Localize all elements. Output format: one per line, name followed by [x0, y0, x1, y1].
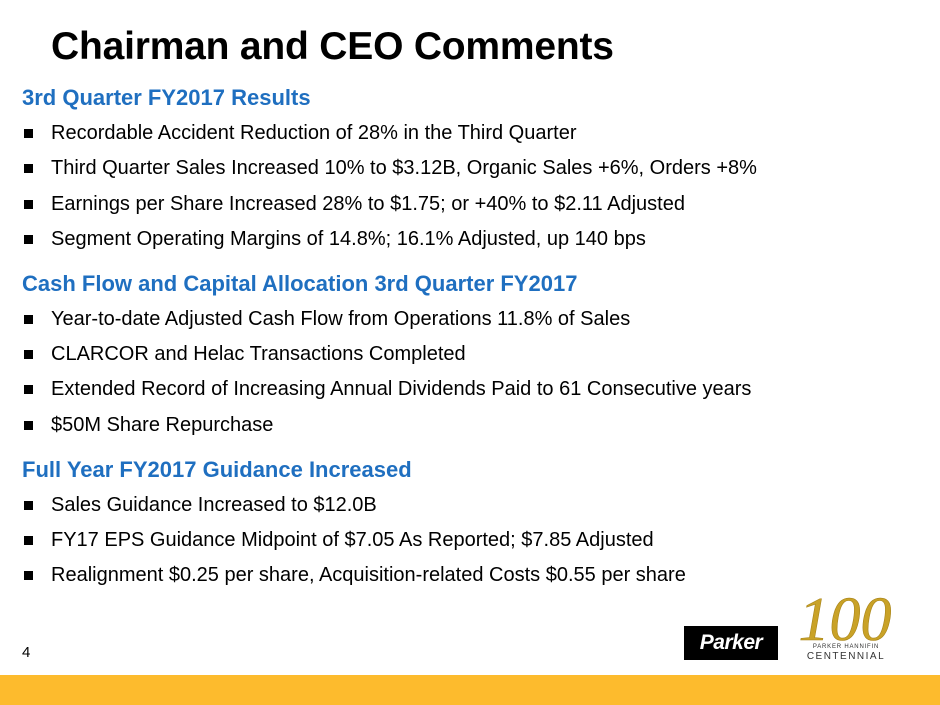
- bullet-item: CLARCOR and Helac Transactions Completed: [22, 341, 927, 368]
- square-bullet-icon: [24, 314, 33, 324]
- bullet-item: Extended Record of Increasing Annual Div…: [22, 376, 927, 403]
- square-bullet-icon: [24, 199, 33, 209]
- centennial-number: 100: [799, 586, 892, 654]
- square-bullet-icon: [24, 420, 33, 430]
- parker-logo-text: Parker: [699, 631, 763, 654]
- square-bullet-icon: [24, 536, 33, 546]
- centennial-line1: PARKER HANNIFIN: [812, 644, 880, 650]
- bullet-item: $50M Share Repurchase: [22, 412, 927, 439]
- square-bullet-icon: [24, 350, 33, 360]
- bullet-text: FY17 EPS Guidance Midpoint of $7.05 As R…: [51, 529, 654, 552]
- centennial-logo-icon: 100: [798, 586, 892, 655]
- bullet-item: Earnings per Share Increased 28% to $1.7…: [22, 191, 927, 218]
- square-bullet-icon: [24, 385, 33, 395]
- square-bullet-icon: [24, 500, 33, 510]
- bullet-text: CLARCOR and Helac Transactions Completed: [51, 343, 466, 366]
- bullet-text: Recordable Accident Reduction of 28% in …: [51, 122, 577, 144]
- section-heading: Full Year FY2017 Guidance Increased: [22, 456, 412, 482]
- bullet-item: Recordable Accident Reduction of 28% in …: [22, 120, 927, 147]
- slide-title: Chairman and CEO Comments: [51, 25, 614, 68]
- centennial-caption: PARKER HANNIFIN CENTENNIAL: [803, 643, 889, 663]
- bullet-item: Sales Guidance Increased to $12.0B: [22, 492, 927, 519]
- bullet-text: Realignment $0.25 per share, Acquisition…: [51, 564, 686, 587]
- centennial-line2: CENTENNIAL: [806, 651, 886, 662]
- bullet-text: Segment Operating Margins of 14.8%; 16.1…: [51, 227, 646, 250]
- section-heading: 3rd Quarter FY2017 Results: [22, 85, 311, 110]
- footer-bar: [0, 675, 940, 705]
- bullet-text: $50M Share Repurchase: [51, 413, 274, 436]
- bullet-item: FY17 EPS Guidance Midpoint of $7.05 As R…: [22, 527, 927, 554]
- square-bullet-icon: [24, 571, 33, 581]
- bullet-item: Realignment $0.25 per share, Acquisition…: [22, 562, 927, 589]
- section-q3-results: 3rd Quarter FY2017 Results Recordable Ac…: [22, 83, 927, 253]
- page-number: 4: [22, 644, 31, 661]
- square-bullet-icon: [24, 129, 33, 138]
- bullet-item: Year-to-date Adjusted Cash Flow from Ope…: [22, 306, 927, 333]
- square-bullet-icon: [24, 164, 33, 174]
- square-bullet-icon: [24, 234, 33, 244]
- bullet-text: Year-to-date Adjusted Cash Flow from Ope…: [51, 307, 631, 330]
- bullet-text: Earnings per Share Increased 28% to $1.7…: [51, 192, 685, 215]
- section-guidance: Full Year FY2017 Guidance Increased Sale…: [22, 455, 927, 590]
- section-heading: Cash Flow and Capital Allocation 3rd Qua…: [22, 270, 578, 296]
- bullet-text: Extended Record of Increasing Annual Div…: [51, 378, 752, 401]
- section-cash-flow: Cash Flow and Capital Allocation 3rd Qua…: [22, 269, 927, 439]
- bullet-text: Third Quarter Sales Increased 10% to $3.…: [51, 157, 757, 180]
- bullet-item: Third Quarter Sales Increased 10% to $3.…: [22, 155, 927, 182]
- parker-logo: Parker: [684, 626, 778, 660]
- bullet-item: Segment Operating Margins of 14.8%; 16.1…: [22, 226, 927, 253]
- bullet-text: Sales Guidance Increased to $12.0B: [51, 493, 377, 516]
- slide-content: 3rd Quarter FY2017 Results Recordable Ac…: [22, 83, 927, 605]
